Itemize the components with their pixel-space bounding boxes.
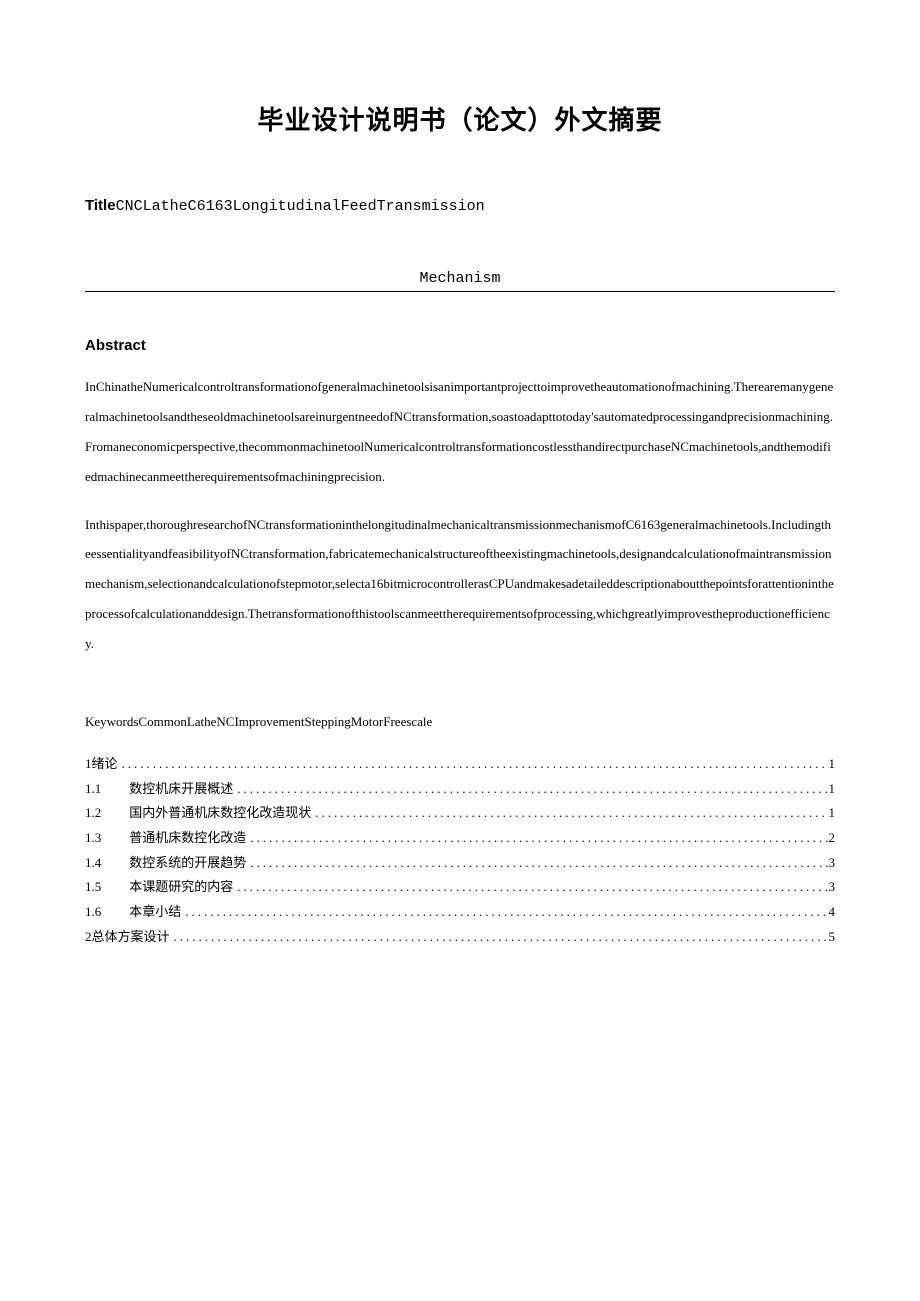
toc-page: 3: [829, 851, 836, 876]
toc-label: 本课题研究的内容: [129, 875, 233, 900]
toc-number: 1.1: [85, 777, 101, 802]
toc-page: 1: [829, 777, 836, 802]
mechanism-line: Mechanism: [85, 270, 835, 292]
page-title: 毕业设计说明书（论文）外文摘要: [85, 100, 835, 137]
toc-page: 2: [829, 826, 836, 851]
toc-label: 总体方案设计: [92, 925, 170, 950]
toc-label: 普通机床数控化改造: [129, 826, 246, 851]
keywords-line: KeywordsCommonLatheNCImprovementStepping…: [85, 714, 835, 730]
title-text: CNCLatheC6163LongitudinalFeedTransmissio…: [116, 198, 485, 215]
toc-entry: 1 绪论1: [85, 752, 835, 777]
toc-label: 本章小结: [129, 900, 181, 925]
title-line: TitleCNCLatheC6163LongitudinalFeedTransm…: [85, 197, 835, 215]
toc-page: 5: [829, 925, 836, 950]
toc-entry: 2 总体方案设计5: [85, 925, 835, 950]
toc-label: 国内外普通机床数控化改造现状: [129, 801, 311, 826]
toc-page: 4: [829, 900, 836, 925]
toc-page: 1: [829, 801, 836, 826]
toc-entry: 1.5 本课题研究的内容 3: [85, 875, 835, 900]
toc-label: 数控机床开展概述: [129, 777, 233, 802]
toc-number: 1.4: [85, 851, 101, 876]
table-of-contents: 1 绪论11.1数控机床开展概述11.2国内外普通机床数控化改造现状11.3普通…: [85, 752, 835, 950]
toc-label: 数控系统的开展趋势: [129, 851, 246, 876]
toc-entry: 1.4 数控系统的开展趋势 3: [85, 851, 835, 876]
toc-dots: [311, 801, 828, 826]
toc-number: 1.2: [85, 801, 101, 826]
toc-dots: [181, 900, 828, 925]
toc-dots: [233, 777, 828, 802]
toc-dots: [170, 925, 829, 950]
toc-entry: 1.2 国内外普通机床数控化改造现状 1: [85, 801, 835, 826]
toc-dots: [246, 851, 828, 876]
toc-entry: 1.6 本章小结 4: [85, 900, 835, 925]
toc-number: 1.3: [85, 826, 101, 851]
toc-dots: [118, 752, 829, 777]
abstract-paragraph-2: Inthispaper,thoroughresearchofNCtransfor…: [85, 510, 835, 659]
toc-entry: 1.1 数控机床开展概述 1: [85, 777, 835, 802]
abstract-paragraph-1: InChinatheNumericalcontroltransformation…: [85, 372, 835, 492]
toc-dots: [233, 875, 828, 900]
toc-label: 绪论: [92, 752, 118, 777]
title-prefix: Title: [85, 197, 116, 214]
toc-dots: [246, 826, 828, 851]
abstract-heading: Abstract: [85, 337, 835, 354]
toc-number: 1.5: [85, 875, 101, 900]
toc-number: 1.6: [85, 900, 101, 925]
toc-page: 3: [829, 875, 836, 900]
toc-entry: 1.3 普通机床数控化改造 2: [85, 826, 835, 851]
toc-page: 1: [829, 752, 836, 777]
